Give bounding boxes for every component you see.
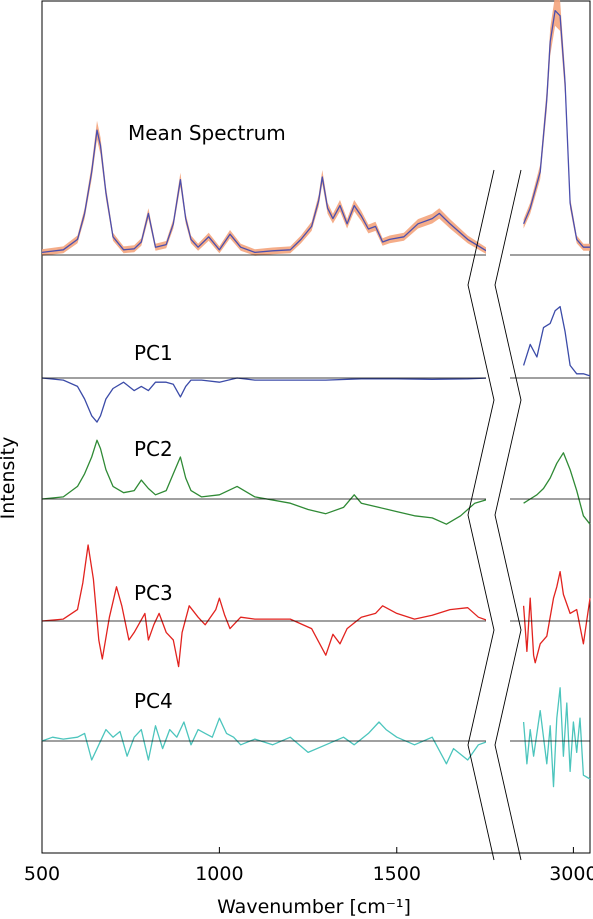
x-tick-label: 500 — [24, 863, 60, 885]
x-tick-label: 1500 — [373, 863, 421, 885]
pc1-line-segment-2 — [522, 305, 591, 377]
axis-break-right — [494, 169, 522, 861]
pc3-line-segment-1 — [41, 544, 490, 668]
series-labels: Mean Spectrum PC1 PC2 PC3 PC4 — [128, 121, 286, 713]
series-label-mean: Mean Spectrum — [128, 121, 286, 145]
series-label-pc3: PC3 — [134, 581, 173, 605]
axis-break-left — [467, 169, 495, 861]
series-label-pc1: PC1 — [134, 341, 173, 365]
pc4-line-segment-1 — [41, 717, 490, 765]
x-axis-ticks: 500 1000 1500 3000 — [24, 847, 593, 885]
mean-line-segment-2 — [523, 9, 590, 248]
axis-break-marks — [467, 2, 522, 861]
pc2-line-segment-1 — [41, 439, 490, 525]
x-tick-label: 3000 — [549, 863, 593, 885]
pc4-line-segment-2 — [522, 687, 591, 788]
series-label-pc4: PC4 — [134, 689, 173, 713]
axis-break-gap — [486, 2, 510, 852]
mean-band-segment-2 — [523, 0, 590, 251]
pc2-line-segment-2 — [523, 452, 591, 525]
y-axis-label: Intensity — [0, 437, 19, 520]
series-lines — [41, 0, 591, 788]
plot-frame — [41, 0, 591, 854]
mean-line-segment-1 — [41, 129, 490, 254]
pc1-line-segment-1 — [41, 377, 490, 423]
pc3-line-segment-2 — [522, 570, 591, 664]
x-tick-label: 1000 — [195, 863, 243, 885]
x-axis-label: Wavenumber [cm⁻¹] — [217, 896, 411, 918]
series-label-pc2: PC2 — [134, 437, 173, 461]
